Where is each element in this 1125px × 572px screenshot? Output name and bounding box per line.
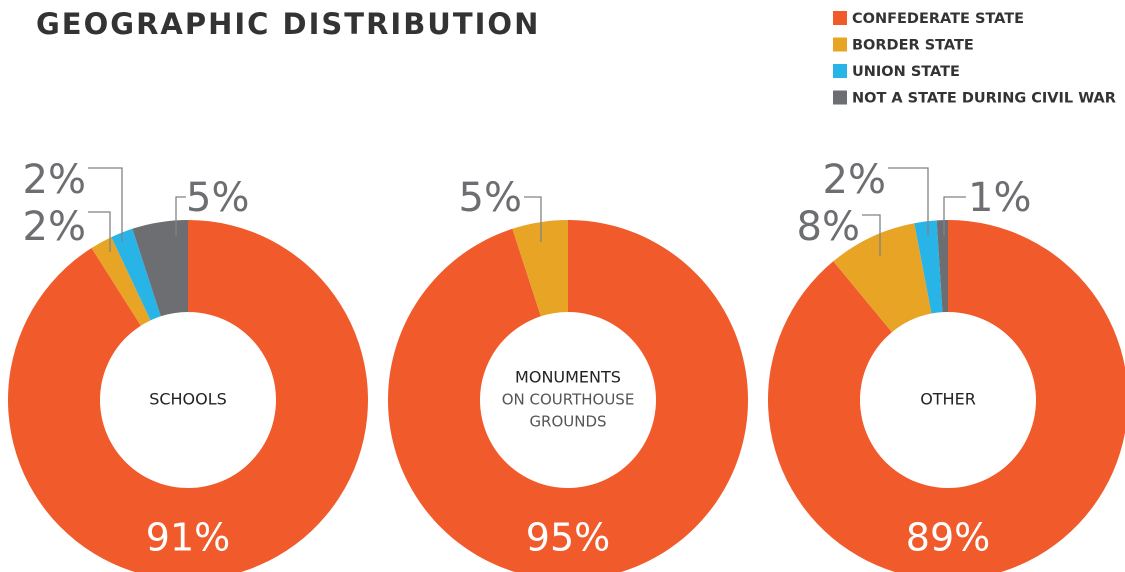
donut-slice [936, 220, 948, 313]
value-label: 91% [146, 516, 230, 560]
value-label: 8% [797, 204, 860, 250]
value-label: 5% [459, 175, 522, 221]
center-sublabel: ON COURTHOUSE [502, 391, 635, 409]
legend-swatch [833, 90, 847, 105]
leader-line [862, 214, 881, 256]
center-label: MONUMENTS [515, 368, 621, 387]
value-label: 95% [526, 516, 610, 560]
donut-slice [914, 220, 943, 314]
leader-line [888, 167, 929, 236]
center-label: SCHOOLS [149, 390, 227, 409]
value-label: 2% [23, 157, 86, 203]
leader-line [88, 211, 111, 252]
legend-label: NOT A STATE DURING CIVIL WAR [852, 91, 1116, 107]
leader-line [175, 196, 186, 236]
value-label: 1% [968, 175, 1031, 221]
value-label: 5% [186, 175, 249, 221]
center-label: OTHER [920, 390, 976, 409]
legend-swatch [833, 64, 847, 78]
donut-slice [388, 220, 748, 572]
donut-slice [132, 220, 188, 317]
donut-slice [91, 237, 151, 326]
value-label: 2% [23, 204, 86, 250]
leader-line [943, 196, 966, 236]
legend-label: BORDER STATE [852, 38, 974, 54]
donut-slice [768, 220, 1125, 572]
value-label: 89% [906, 516, 990, 560]
leader-line [524, 196, 542, 242]
legend-swatch [833, 11, 847, 25]
donut-slice [512, 220, 568, 317]
donut-slice [8, 220, 368, 572]
legend-swatch [833, 37, 847, 52]
leader-line [88, 167, 123, 242]
center-sublabel: GROUNDS [529, 413, 606, 431]
page-title: GEOGRAPHIC DISTRIBUTION [36, 7, 540, 41]
donut-slice [111, 228, 161, 321]
legend-label: CONFEDERATE STATE [852, 11, 1024, 27]
legend-label: UNION STATE [852, 64, 960, 80]
donut-slice [833, 223, 932, 333]
value-label: 2% [823, 157, 886, 203]
